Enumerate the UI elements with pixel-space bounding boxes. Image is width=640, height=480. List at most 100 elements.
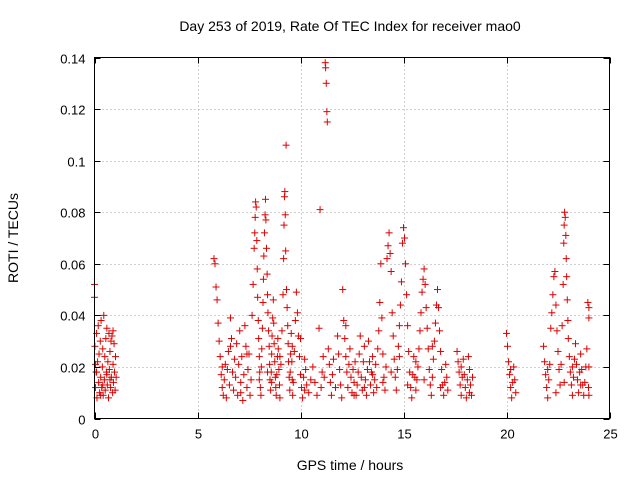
data-point bbox=[416, 327, 424, 335]
y-axis-label: ROTI / TECUs bbox=[5, 193, 21, 283]
data-point bbox=[581, 378, 589, 386]
data-point bbox=[318, 368, 326, 376]
data-point bbox=[106, 347, 114, 355]
data-point bbox=[364, 337, 372, 345]
data-point bbox=[315, 324, 323, 332]
data-point bbox=[508, 394, 516, 402]
data-point bbox=[578, 366, 586, 374]
data-point bbox=[560, 239, 568, 247]
data-point bbox=[268, 332, 276, 340]
data-point bbox=[256, 368, 264, 376]
data-point bbox=[419, 275, 427, 283]
data-point bbox=[556, 381, 564, 389]
data-point bbox=[462, 394, 470, 402]
data-point bbox=[258, 324, 266, 332]
data-point bbox=[570, 355, 578, 363]
data-point bbox=[241, 322, 249, 330]
data-point bbox=[98, 363, 106, 371]
data-point bbox=[338, 394, 346, 402]
data-point bbox=[466, 381, 474, 389]
data-point bbox=[317, 384, 325, 392]
data-point bbox=[277, 360, 285, 368]
data-point bbox=[387, 368, 395, 376]
data-point bbox=[233, 340, 241, 348]
data-point bbox=[244, 366, 252, 374]
data-point bbox=[405, 347, 413, 355]
data-point bbox=[243, 350, 251, 358]
data-point bbox=[276, 353, 284, 361]
data-point bbox=[112, 353, 120, 361]
data-point bbox=[420, 376, 428, 384]
data-point bbox=[565, 353, 573, 361]
data-point bbox=[546, 360, 554, 368]
data-point bbox=[427, 391, 435, 399]
data-point bbox=[355, 350, 363, 358]
data-point bbox=[112, 373, 120, 381]
data-point bbox=[464, 353, 472, 361]
data-point bbox=[465, 389, 473, 397]
data-point bbox=[92, 360, 100, 368]
data-point bbox=[92, 384, 100, 392]
data-point bbox=[379, 350, 387, 358]
data-point bbox=[584, 298, 592, 306]
data-point bbox=[440, 391, 448, 399]
data-point bbox=[441, 378, 449, 386]
data-point bbox=[388, 309, 396, 317]
data-point bbox=[566, 368, 574, 376]
data-point bbox=[232, 373, 240, 381]
data-point bbox=[107, 384, 115, 392]
data-point bbox=[257, 363, 265, 371]
data-point bbox=[404, 322, 412, 330]
data-point bbox=[261, 195, 269, 203]
data-point bbox=[390, 355, 398, 363]
data-point bbox=[251, 229, 259, 237]
data-point bbox=[346, 345, 354, 353]
data-point bbox=[511, 376, 519, 384]
data-point bbox=[392, 386, 400, 394]
data-point bbox=[552, 301, 560, 309]
data-point bbox=[265, 327, 273, 335]
data-point bbox=[280, 221, 288, 229]
data-point bbox=[313, 391, 321, 399]
data-point bbox=[99, 381, 107, 389]
data-point bbox=[307, 376, 315, 384]
data-point bbox=[550, 273, 558, 281]
data-point bbox=[564, 317, 572, 325]
data-point bbox=[572, 340, 580, 348]
data-point bbox=[512, 389, 520, 397]
points-layer bbox=[91, 59, 593, 404]
data-point bbox=[111, 386, 119, 394]
data-point bbox=[395, 353, 403, 361]
data-point bbox=[211, 260, 219, 268]
data-point bbox=[335, 350, 343, 358]
data-point bbox=[236, 327, 244, 335]
data-point bbox=[323, 108, 331, 116]
data-point bbox=[560, 221, 568, 229]
data-point bbox=[503, 329, 510, 337]
data-point bbox=[350, 391, 358, 399]
data-point bbox=[297, 335, 304, 343]
data-point bbox=[319, 353, 327, 361]
data-point bbox=[217, 371, 225, 379]
data-point bbox=[558, 322, 566, 330]
x-tick-label: 20 bbox=[500, 427, 514, 442]
data-point bbox=[560, 378, 568, 386]
data-point bbox=[564, 335, 572, 343]
data-point bbox=[375, 327, 383, 335]
data-point bbox=[252, 198, 260, 206]
data-point bbox=[426, 381, 434, 389]
y-tick-label: 0.08 bbox=[60, 206, 85, 221]
data-point bbox=[269, 314, 277, 322]
data-point bbox=[210, 255, 218, 263]
data-point bbox=[262, 216, 270, 224]
data-point bbox=[547, 324, 555, 332]
data-point bbox=[254, 317, 262, 325]
data-point bbox=[246, 391, 254, 399]
data-point bbox=[215, 337, 223, 345]
data-point bbox=[284, 322, 292, 330]
data-point bbox=[242, 342, 250, 350]
data-point bbox=[389, 332, 397, 340]
data-point bbox=[507, 366, 515, 374]
data-point bbox=[400, 224, 407, 232]
data-point bbox=[562, 231, 570, 239]
